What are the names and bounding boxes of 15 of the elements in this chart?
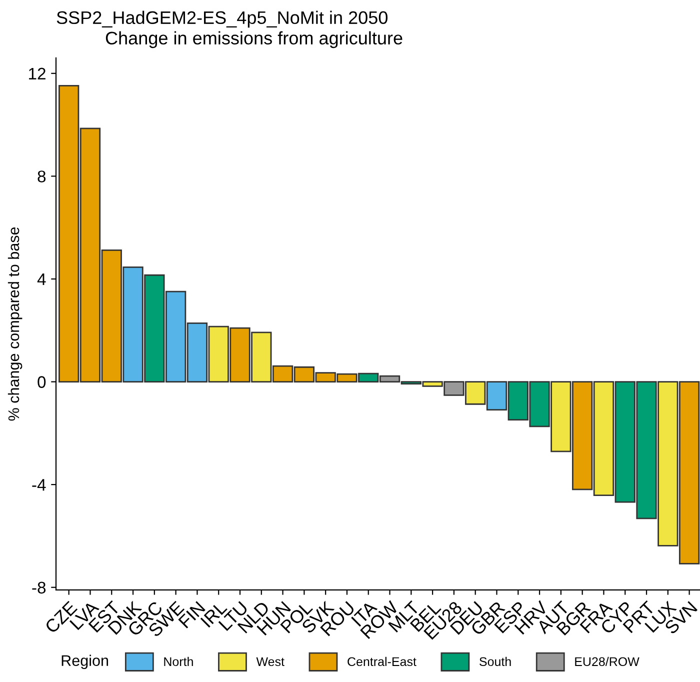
y-tick-label: 0 xyxy=(38,376,46,388)
legend-label: South xyxy=(480,656,511,666)
y-tick-label: 12 xyxy=(29,68,46,80)
legend-label: EU28/ROW xyxy=(575,656,640,666)
legend-title: Region xyxy=(62,654,108,670)
chart-subtitle: Change in emissions from agriculture xyxy=(106,31,402,48)
legend-label: Central-East xyxy=(348,656,416,666)
y-tick-label: -8 xyxy=(32,582,46,594)
legend-label: North xyxy=(164,656,193,666)
y-tick-label: -4 xyxy=(32,479,46,491)
y-axis-title: % change compared to base xyxy=(8,227,22,421)
legend-label: West xyxy=(256,657,284,666)
y-tick-label: 4 xyxy=(37,274,46,286)
chart-title: SSP2_HadGEM2-ES_4p5_NoMit in 2050 xyxy=(56,10,388,28)
y-tick-label: 8 xyxy=(38,170,46,182)
